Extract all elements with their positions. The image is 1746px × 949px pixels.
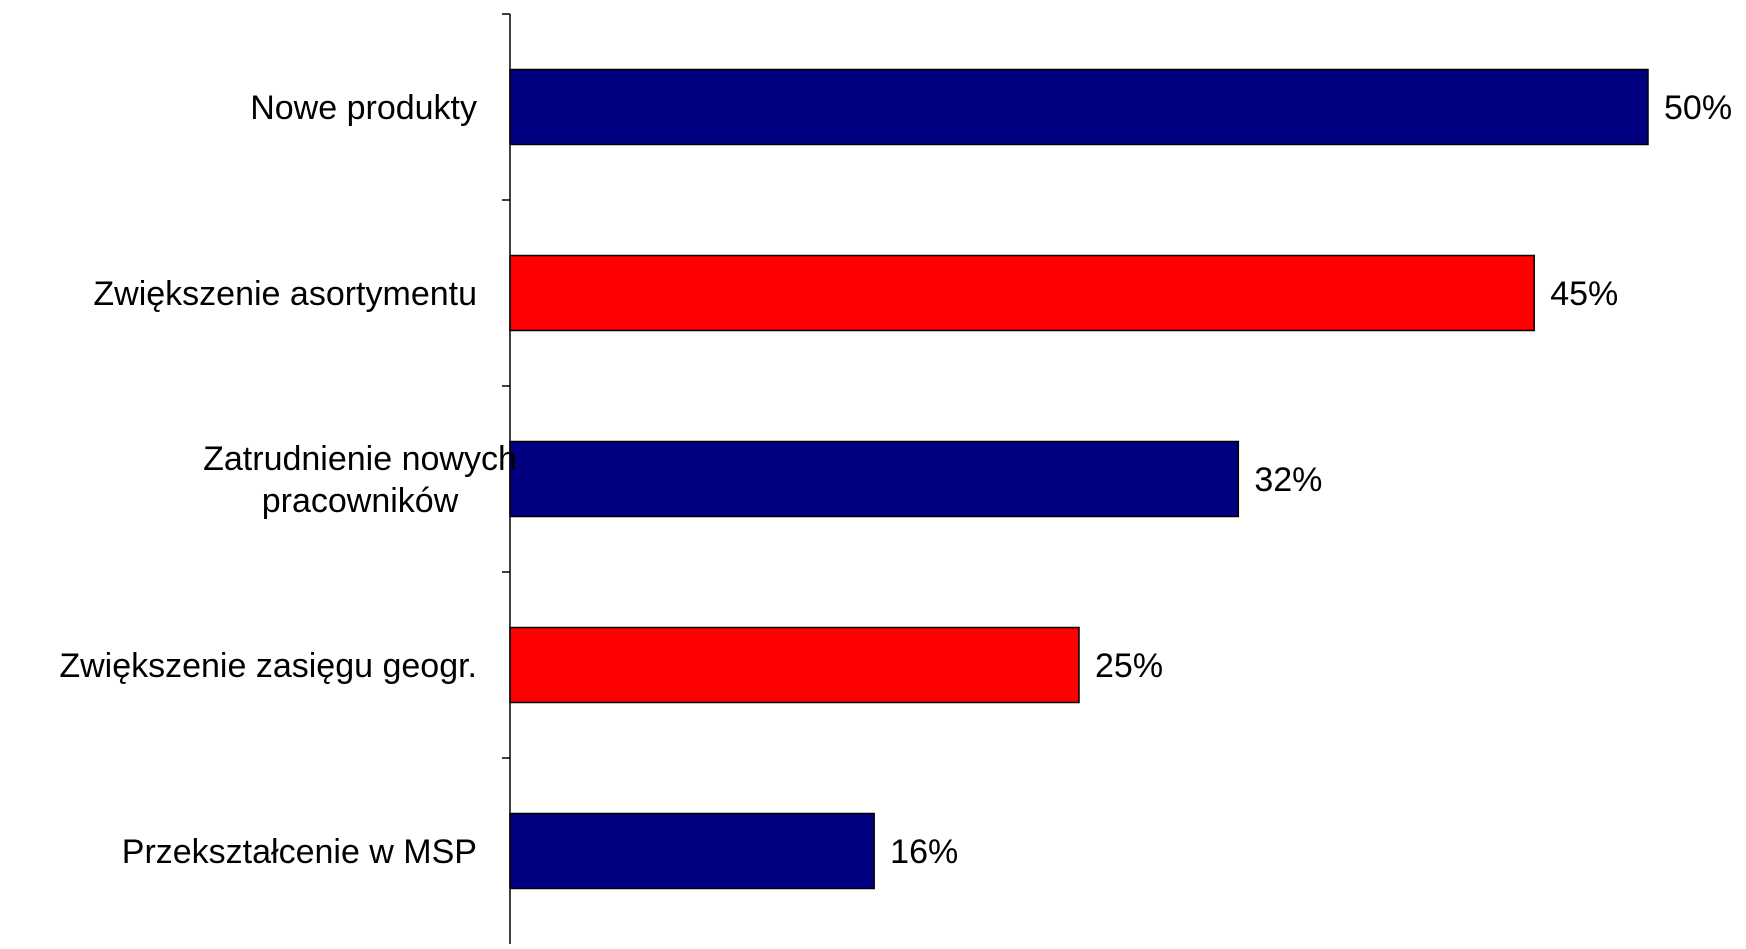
labels-layer: 50% Nowe produkty 45% Zwiększenie asortymen… bbox=[59, 89, 1732, 871]
bar bbox=[509, 812, 875, 890]
category-label: Nowe produkty bbox=[250, 89, 477, 127]
value-label: 50% bbox=[1664, 89, 1732, 127]
bar bbox=[509, 626, 1080, 704]
category-axis bbox=[502, 13, 511, 944]
bar bbox=[509, 440, 1240, 518]
category-label-line: Zwiększenie zasięgu geogr. bbox=[59, 647, 477, 685]
bar bbox=[509, 68, 1649, 146]
category-label: Zatrudnienie nowych pracowników bbox=[203, 440, 517, 520]
category-label-line: Nowe produkty bbox=[250, 89, 477, 127]
bar bbox=[509, 254, 1535, 332]
value-label: 32% bbox=[1254, 461, 1322, 499]
value-label: 25% bbox=[1095, 647, 1163, 685]
value-label: 16% bbox=[890, 833, 958, 871]
category-label-line: pracowników bbox=[262, 482, 459, 520]
category-label: Przekształcenie w MSP bbox=[122, 833, 477, 871]
category-label-line: Przekształcenie w MSP bbox=[122, 833, 477, 871]
category-label-line: Zatrudnienie nowych bbox=[203, 440, 517, 478]
value-label: 45% bbox=[1550, 275, 1618, 313]
category-label-line: Zwiększenie asortymentu bbox=[93, 275, 477, 313]
category-label: Zwiększenie zasięgu geogr. bbox=[59, 647, 477, 685]
category-label: Zwiększenie asortymentu bbox=[93, 275, 477, 313]
bars-layer bbox=[509, 68, 1649, 890]
